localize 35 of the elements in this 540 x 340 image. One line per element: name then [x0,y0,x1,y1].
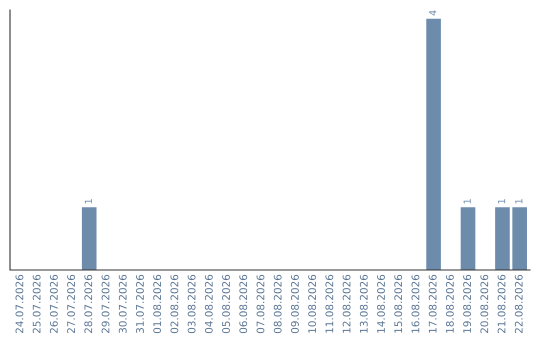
data-label: 4 [429,10,436,16]
x-tick-label: 19.08.2026 [463,274,472,333]
x-tick-label: 10.08.2026 [308,274,316,333]
x-tick-label: 06.08.2026 [239,274,248,334]
x-tick-label: 03.08.2026 [188,274,196,334]
x-tick-label: 15.08.2026 [394,274,402,333]
data-label: 1 [464,199,471,204]
x-tick-label: 18.08.2026 [446,274,454,333]
x-tick-label: 05.08.2026 [222,274,230,334]
x-tick-label: 02.08.2026 [170,274,178,334]
x-tick-label: 09.08.2026 [290,274,299,334]
x-tick-label: 30.07.2026 [118,274,127,334]
data-label: 1 [515,199,522,204]
data-label: 1 [498,199,506,204]
data-label: 1 [84,199,92,204]
x-tick-label: 29.07.2026 [102,274,110,334]
x-tick-label: 13.08.2026 [360,274,368,333]
x-tick-label: 25.07.2026 [32,274,41,334]
x-tick-label: 08.08.2026 [274,274,282,334]
x-tick-label: 26.07.2026 [50,274,58,334]
x-tick-label: 07.08.2026 [256,274,264,334]
x-tick-label: 20.08.2026 [480,274,488,334]
x-tick-label: 01.08.2026 [153,274,162,334]
x-tick-label: 24.07.2026 [15,274,24,334]
x-tick-label: 28.07.2026 [84,274,92,334]
x-tick-label: 21.08.2026 [498,274,506,334]
x-tick-label: 04.08.2026 [204,274,213,334]
x-tick-label: 22.08.2026 [514,274,523,334]
x-tick-label: 11.08.2026 [325,274,334,333]
x-tick-label: 31.07.2026 [136,274,144,334]
x-tick-label: 14.08.2026 [377,274,385,333]
x-tick-label: 27.07.2026 [67,274,76,334]
x-tick-label: 16.08.2026 [412,274,420,333]
x-tick-label: 12.08.2026 [342,274,351,333]
x-tick-label: 17.08.2026 [428,274,437,333]
